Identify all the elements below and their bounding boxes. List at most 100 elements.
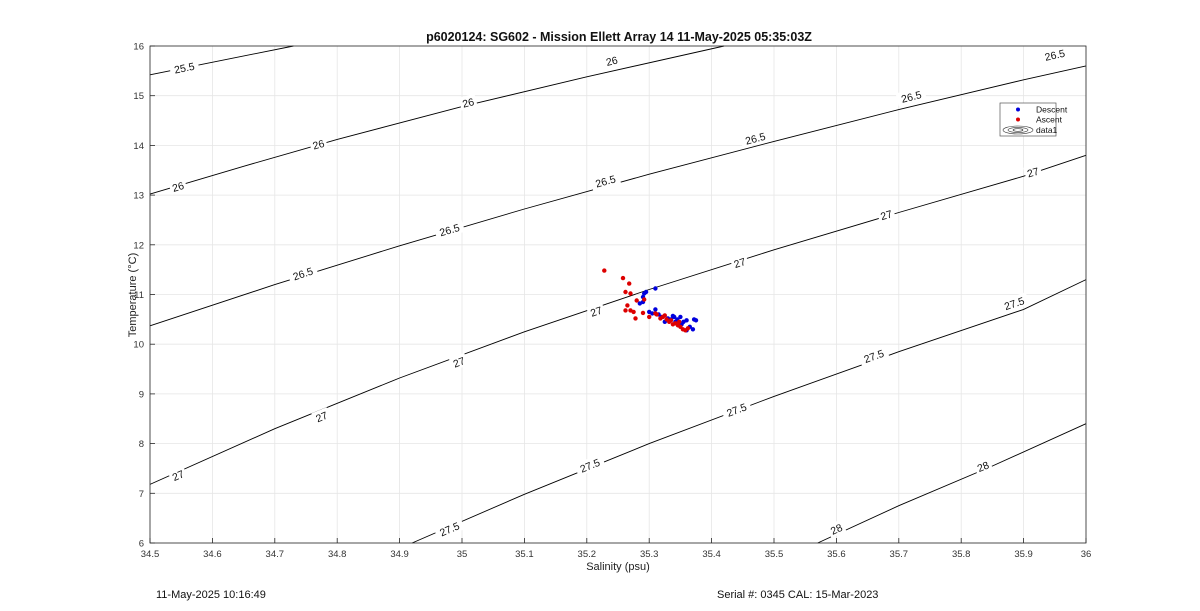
descent-point <box>643 289 649 295</box>
x-tick-label: 35.6 <box>827 549 846 560</box>
contour-label-background <box>972 456 993 476</box>
contour-label-background <box>998 292 1030 314</box>
contour-label-background <box>602 52 622 69</box>
contour-label-background <box>448 352 469 371</box>
y-axis-label: Temperature (°C) <box>127 253 139 337</box>
x-tick-label: 34.6 <box>203 549 222 560</box>
ascent-point <box>633 316 638 321</box>
y-tick-label: 14 <box>133 141 144 152</box>
ascent-point <box>602 268 607 273</box>
plot-area: 25.52626262626.526.526.526.526.526.52727… <box>133 42 1091 561</box>
descent-point <box>678 314 683 320</box>
contour-label: 26.5 <box>438 222 461 239</box>
ascent-point <box>677 319 682 324</box>
contour-label: 28 <box>976 459 992 475</box>
y-tick-label: 7 <box>139 489 144 500</box>
x-axis-ticks: 34.5 34.6 34.7 34.8 34.9 35 35.1 35.2 35.3 35.4 35… <box>141 538 1091 560</box>
contour-label-background <box>895 86 927 107</box>
ascent-point <box>642 297 647 302</box>
ascent-point <box>647 314 652 320</box>
legend-descent-label: Descent <box>1036 105 1068 115</box>
legend: Descent Ascent data1 <box>999 102 1068 137</box>
ascent-point <box>620 275 626 281</box>
x-tick-label: 35.7 <box>890 549 909 560</box>
ascent-point <box>628 291 633 296</box>
contour-label-background <box>720 398 753 421</box>
contour-label: 26.5 <box>1044 48 1067 64</box>
contour-label-background <box>433 516 466 541</box>
x-axis-label: Salinity (psu) <box>586 561 650 573</box>
y-tick-label: 9 <box>139 389 144 400</box>
legend-data1-label: data1 <box>1036 125 1058 135</box>
descent-point <box>684 318 689 323</box>
x-tick-label: 35.9 <box>1014 549 1033 560</box>
chart-title: p6020124: SG602 - Mission Ellett Array 1… <box>426 30 812 44</box>
contour-label-background <box>857 344 890 367</box>
legend-contour-icon <box>1002 125 1034 135</box>
grid-lines <box>149 45 1087 544</box>
y-tick-label: 16 <box>133 42 144 53</box>
contour-label-background <box>826 519 847 538</box>
contour-label: 26.5 <box>744 131 767 148</box>
ascent-point <box>653 311 658 316</box>
contour-label-background <box>876 205 896 224</box>
descent-point <box>690 327 696 332</box>
ascent-point <box>625 303 630 308</box>
x-tick-label: 35.5 <box>765 549 784 560</box>
contour-label-background <box>729 253 750 271</box>
contour-label: 27 <box>314 410 329 426</box>
contour-label-background <box>1023 163 1043 181</box>
contour-label: 25.5 <box>173 61 196 77</box>
contour-label-background <box>586 302 606 320</box>
ascent-point <box>685 326 691 331</box>
contour-label-background <box>589 170 621 191</box>
footer-serial-cal: Serial #: 0345 CAL: 15-Mar-2023 <box>717 589 878 601</box>
contour-label-background <box>739 128 771 148</box>
contour-label-background <box>458 93 478 111</box>
descent-point <box>637 301 642 306</box>
isopycnal-line <box>149 45 725 195</box>
y-axis-ticks: 6 7 8 9 10 11 12 13 14 15 16 <box>133 42 155 550</box>
x-tick-label: 34.9 <box>390 549 409 560</box>
footer-timestamp: 11-May-2025 10:16:49 <box>156 589 266 601</box>
contour-label: 26 <box>461 96 475 111</box>
isopycnal-line <box>411 279 1087 544</box>
data-points <box>602 268 699 333</box>
x-tick-label: 34.8 <box>328 549 347 560</box>
contour-label-background <box>573 453 606 477</box>
contour-label-background <box>167 465 189 485</box>
y-tick-label: 10 <box>133 340 144 351</box>
contour-label-background <box>287 262 319 284</box>
x-tick-label: 35.4 <box>702 549 721 560</box>
x-tick-label: 34.7 <box>266 549 285 560</box>
y-tick-label: 6 <box>139 539 144 550</box>
legend-ascent-marker <box>1016 117 1020 122</box>
contour-label-background <box>168 177 188 195</box>
ascent-point <box>634 298 639 303</box>
y-tick-label: 13 <box>133 191 144 202</box>
contour-label: 26 <box>171 180 186 195</box>
x-tick-label: 35.8 <box>952 549 971 560</box>
x-tick-label: 35 <box>457 549 468 560</box>
contour-label-background <box>168 58 200 77</box>
contour-label: 28 <box>829 522 845 538</box>
contour-label-background <box>311 407 332 426</box>
ascent-point <box>623 289 628 295</box>
contour-label-background <box>433 219 466 240</box>
contour-label: 26.5 <box>900 89 923 106</box>
contour-label: 27 <box>1026 166 1041 181</box>
contour-label: 27 <box>589 305 604 320</box>
contour-label: 26 <box>311 138 326 153</box>
contour-label-background <box>308 135 329 153</box>
ascent-point <box>631 309 636 315</box>
y-tick-label: 11 <box>134 290 144 301</box>
y-tick-label: 15 <box>133 91 144 102</box>
ascent-point <box>640 310 646 316</box>
x-tick-label: 35.1 <box>515 549 534 560</box>
legend-ascent-label: Ascent <box>1036 115 1063 125</box>
y-tick-label: 12 <box>133 240 144 251</box>
contour-label: 26.5 <box>594 173 617 190</box>
contour-label: 27 <box>452 355 467 370</box>
contour-label: 27 <box>171 468 187 484</box>
